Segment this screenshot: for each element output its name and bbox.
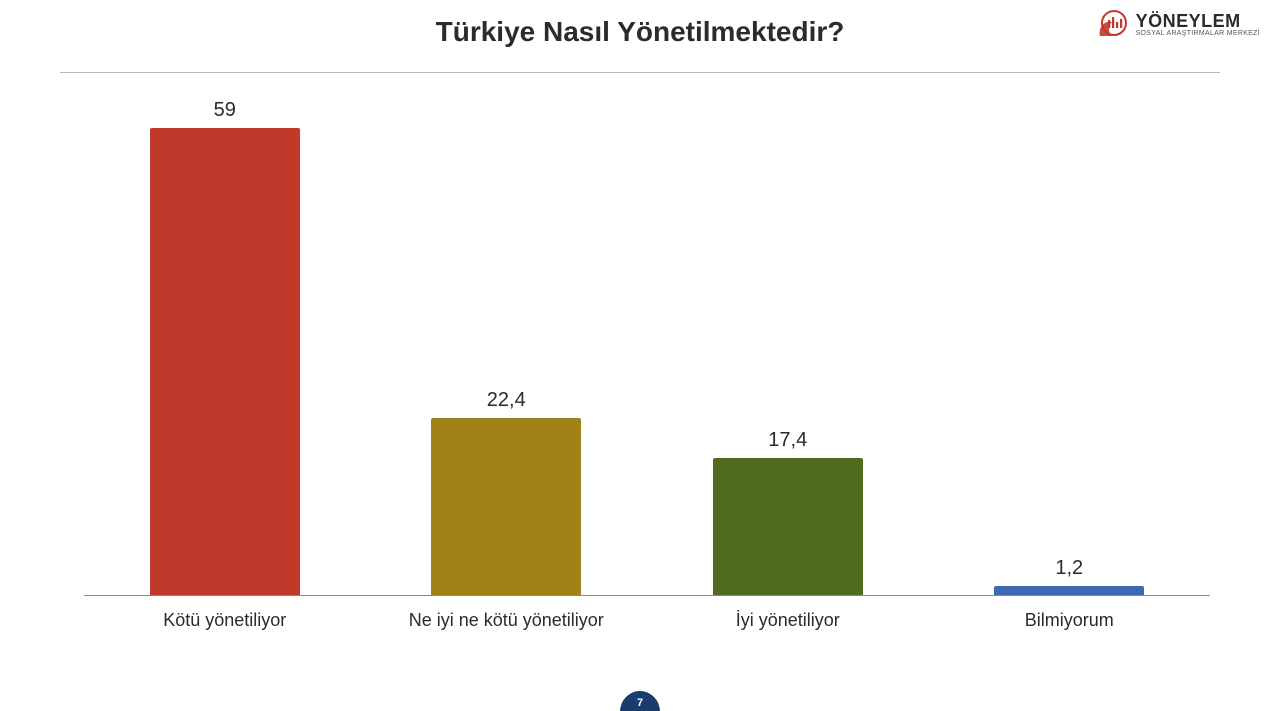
brand-logo: YÖNEYLEM SOSYAL ARAŞTIRMALAR MERKEZİ: [1094, 6, 1260, 42]
title-row: Türkiye Nasıl Yönetilmektedir?: [0, 16, 1280, 48]
logo-text: YÖNEYLEM SOSYAL ARAŞTIRMALAR MERKEZİ: [1136, 12, 1260, 37]
bar-rect: [150, 128, 300, 596]
bars-container: 59 22,4 17,4 1,2: [84, 90, 1210, 596]
bar-slot: 1,2: [929, 90, 1211, 596]
bar-value: 17,4: [768, 429, 807, 452]
logo-brand: YÖNEYLEM: [1136, 12, 1260, 30]
bar-rect: [431, 418, 581, 596]
logo-subtitle: SOSYAL ARAŞTIRMALAR MERKEZİ: [1136, 30, 1260, 37]
bar-slot: 17,4: [647, 90, 929, 596]
slide: Türkiye Nasıl Yönetilmektedir? YÖNEYLEM …: [0, 0, 1280, 711]
bar-value: 59: [214, 99, 236, 122]
bar-value: 22,4: [487, 389, 526, 412]
page-number: 7: [637, 697, 643, 709]
bar-rect: [713, 458, 863, 596]
bar-label: Ne iyi ne kötü yönetiliyor: [366, 610, 648, 631]
bar-slot: 59: [84, 90, 366, 596]
plot-area: 59 22,4 17,4 1,2 Kötü yönetiliyorNe iyi ne …: [84, 90, 1210, 641]
bar-label: Bilmiyorum: [929, 610, 1211, 631]
chart-title: Türkiye Nasıl Yönetilmektedir?: [0, 16, 1280, 48]
labels-container: Kötü yönetiliyorNe iyi ne kötü yönetiliy…: [84, 596, 1210, 641]
bar-label: İyi yönetiliyor: [647, 610, 929, 631]
bar-value: 1,2: [1055, 557, 1083, 580]
bar-slot: 22,4: [366, 90, 648, 596]
bar-label: Kötü yönetiliyor: [84, 610, 366, 631]
logo-icon: [1094, 6, 1130, 42]
title-divider: [60, 72, 1220, 73]
